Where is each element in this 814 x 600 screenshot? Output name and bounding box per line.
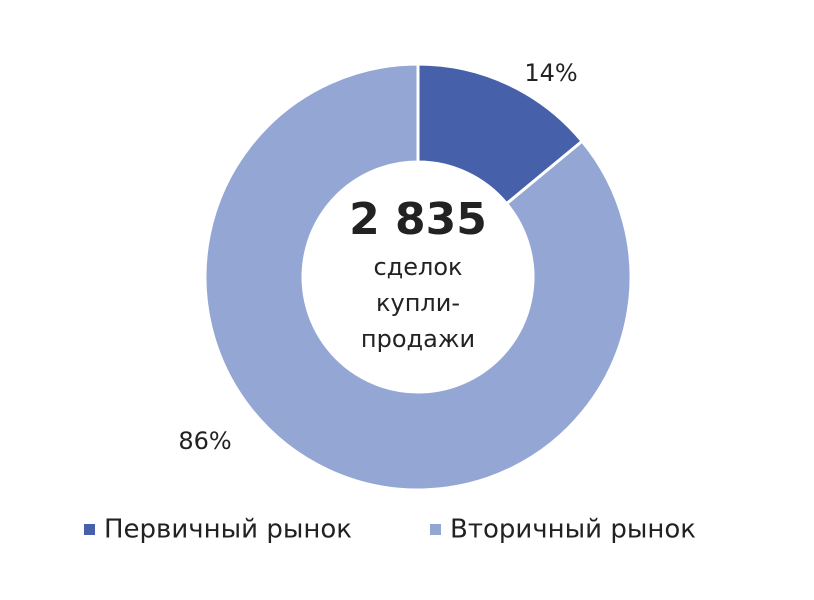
legend-label: Первичный рынок bbox=[104, 515, 352, 545]
center-title: 2 835 bbox=[349, 194, 487, 245]
donut-slice bbox=[203, 62, 633, 492]
legend-label: Вторичный рынок bbox=[450, 515, 696, 545]
value-label: 86% bbox=[178, 427, 231, 455]
center-line: купли- bbox=[376, 289, 460, 317]
center-line: сделок bbox=[373, 253, 462, 281]
value-label: 14% bbox=[524, 59, 577, 87]
center-line: продажи bbox=[361, 325, 475, 353]
legend-swatch bbox=[430, 524, 441, 535]
legend-swatch bbox=[84, 524, 95, 535]
